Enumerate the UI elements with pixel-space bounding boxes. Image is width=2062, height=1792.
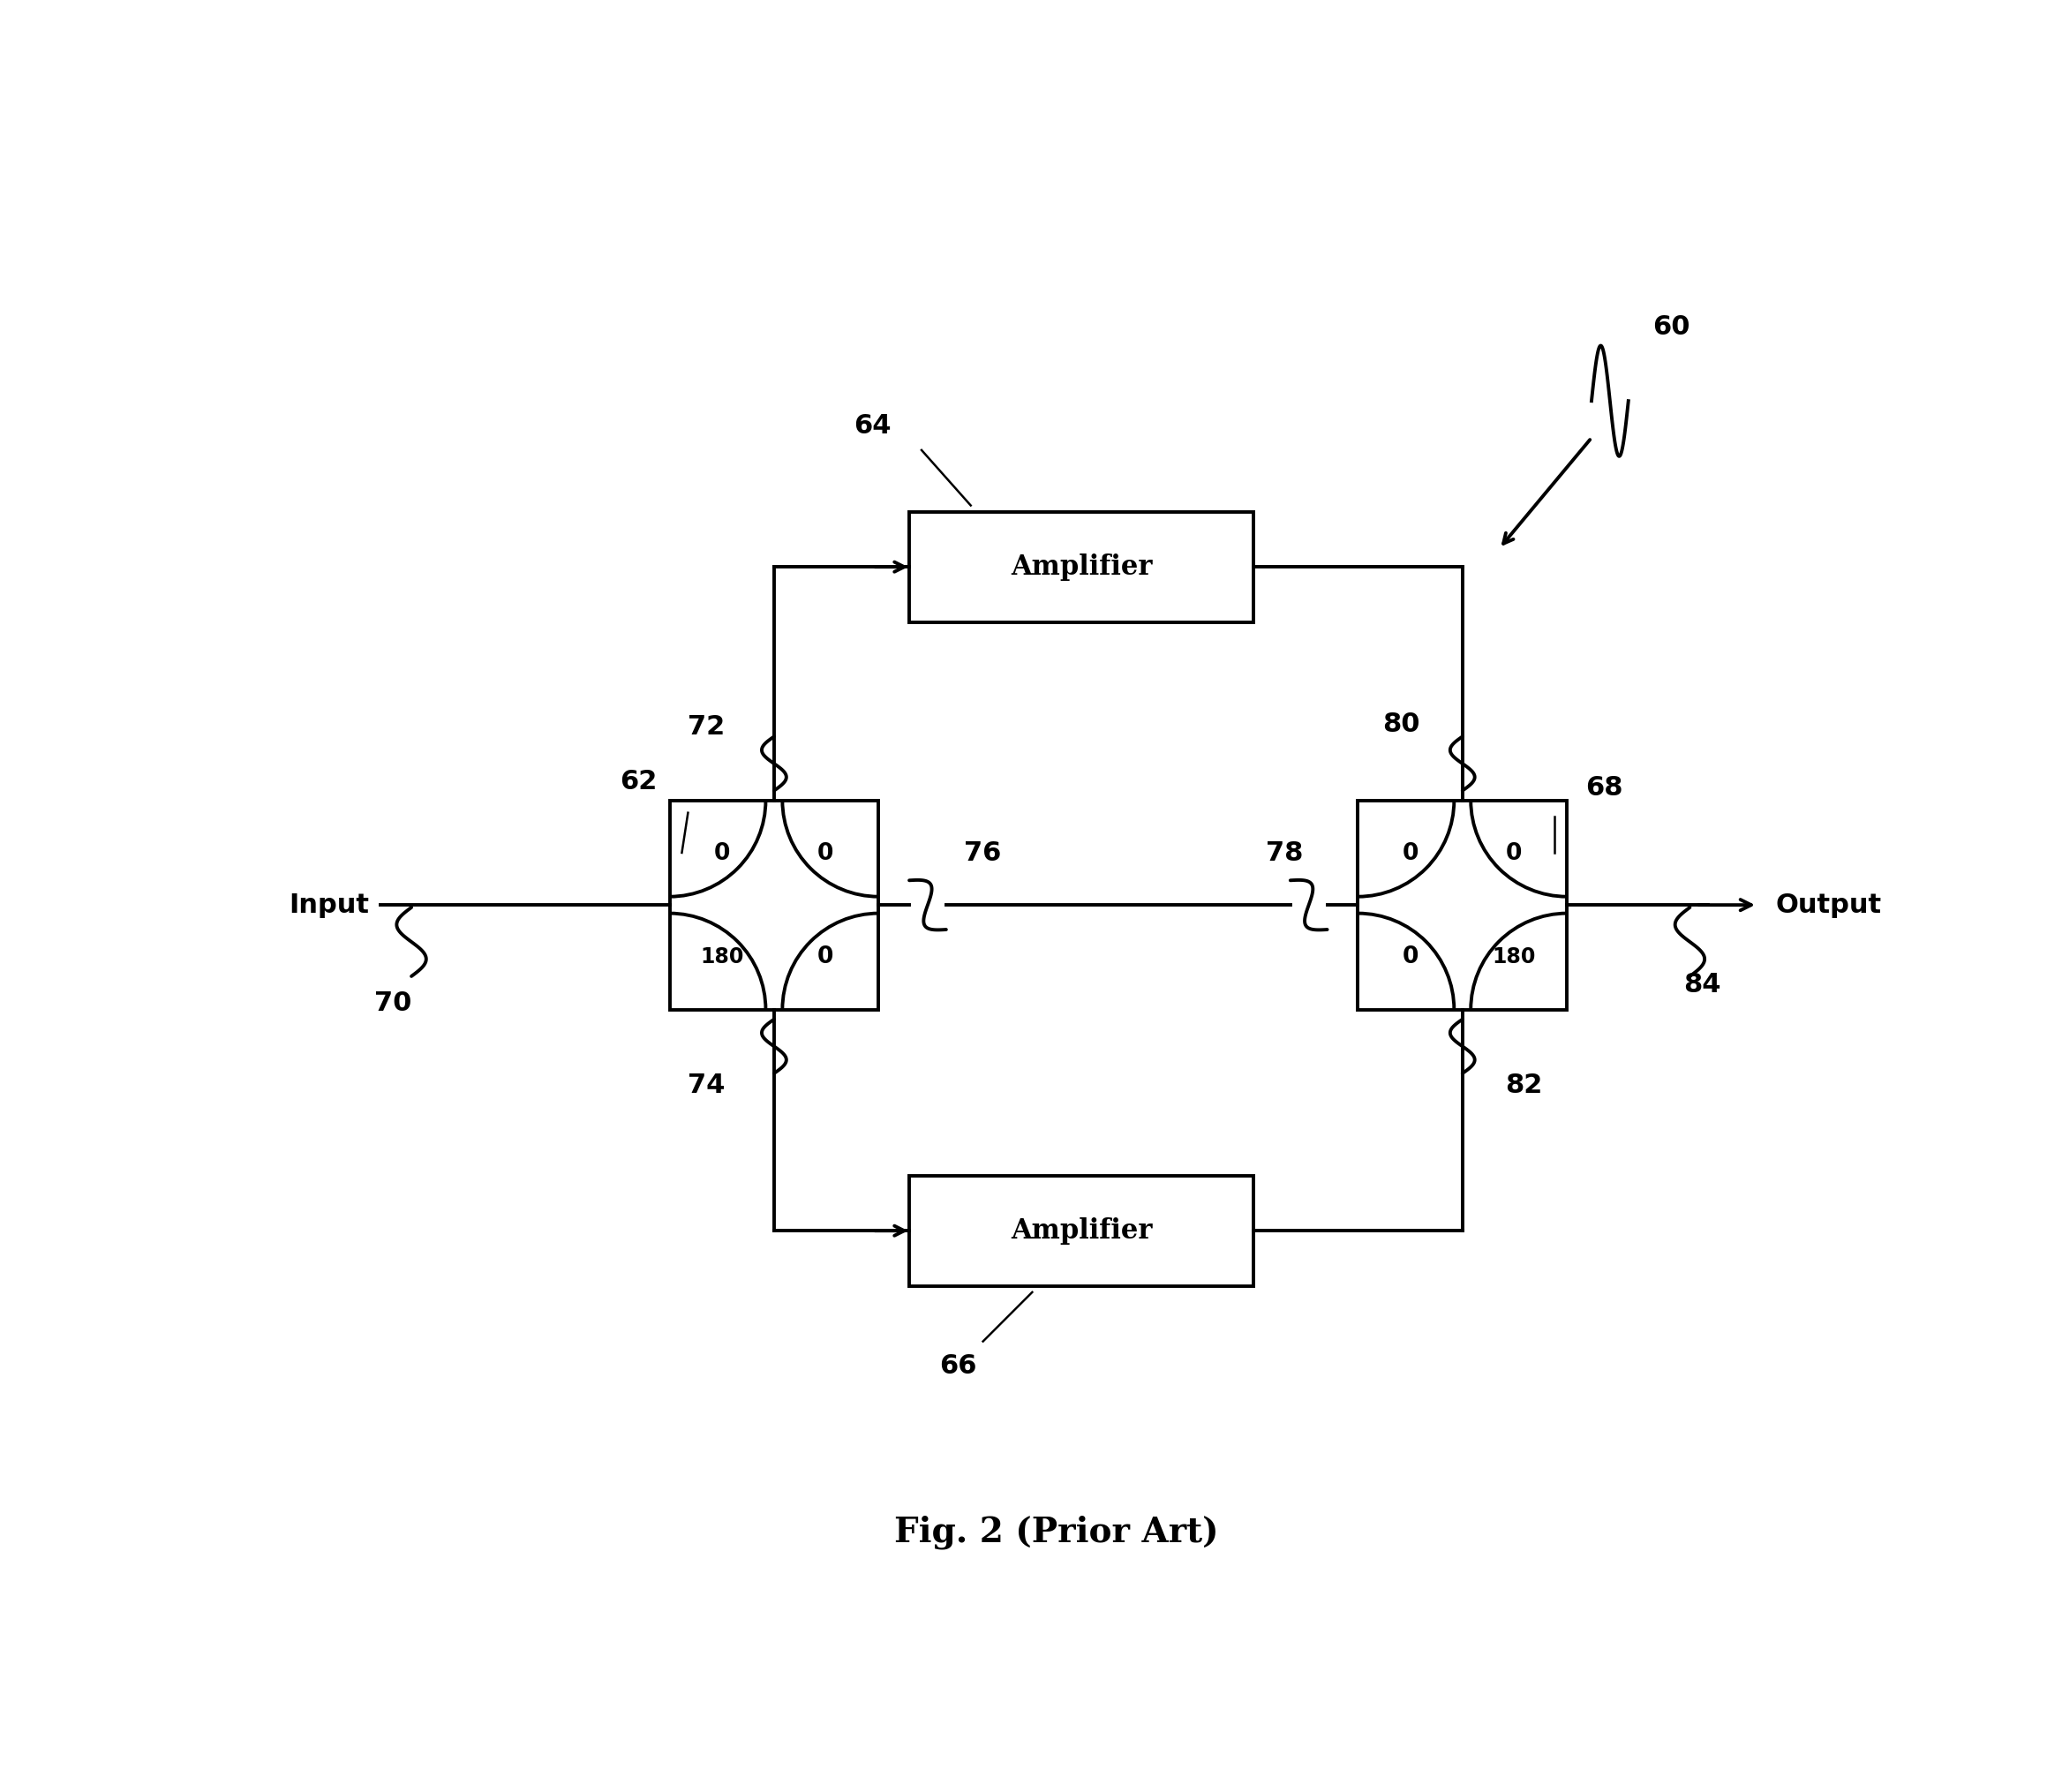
Text: 76: 76 xyxy=(965,840,1002,866)
Text: Amplifier: Amplifier xyxy=(1010,554,1153,581)
Text: 64: 64 xyxy=(854,412,891,439)
Text: 0: 0 xyxy=(1402,944,1419,968)
Text: 180: 180 xyxy=(1493,946,1536,968)
Text: Fig. 2 (Prior Art): Fig. 2 (Prior Art) xyxy=(895,1514,1219,1548)
Text: 72: 72 xyxy=(689,713,726,740)
Bar xyxy=(909,511,1254,622)
Text: 180: 180 xyxy=(701,946,744,968)
Text: Amplifier: Amplifier xyxy=(1010,1217,1153,1244)
Text: 78: 78 xyxy=(1266,840,1303,866)
Text: 0: 0 xyxy=(817,944,833,968)
Text: Output: Output xyxy=(1775,892,1883,918)
Text: 82: 82 xyxy=(1505,1073,1542,1098)
Text: 84: 84 xyxy=(1683,971,1722,998)
Text: 62: 62 xyxy=(621,769,658,796)
Bar xyxy=(909,1176,1254,1287)
Text: 70: 70 xyxy=(375,991,412,1016)
Text: 60: 60 xyxy=(1652,314,1691,340)
Text: 0: 0 xyxy=(1505,842,1522,866)
Bar xyxy=(1359,801,1567,1009)
Text: 0: 0 xyxy=(713,842,730,866)
Text: 68: 68 xyxy=(1586,776,1623,801)
Bar xyxy=(670,801,878,1009)
Text: 74: 74 xyxy=(689,1073,726,1098)
Text: 80: 80 xyxy=(1382,711,1421,737)
Text: 0: 0 xyxy=(817,842,833,866)
Text: 66: 66 xyxy=(940,1353,977,1378)
Text: 0: 0 xyxy=(1402,842,1419,866)
Text: Input: Input xyxy=(289,892,369,918)
